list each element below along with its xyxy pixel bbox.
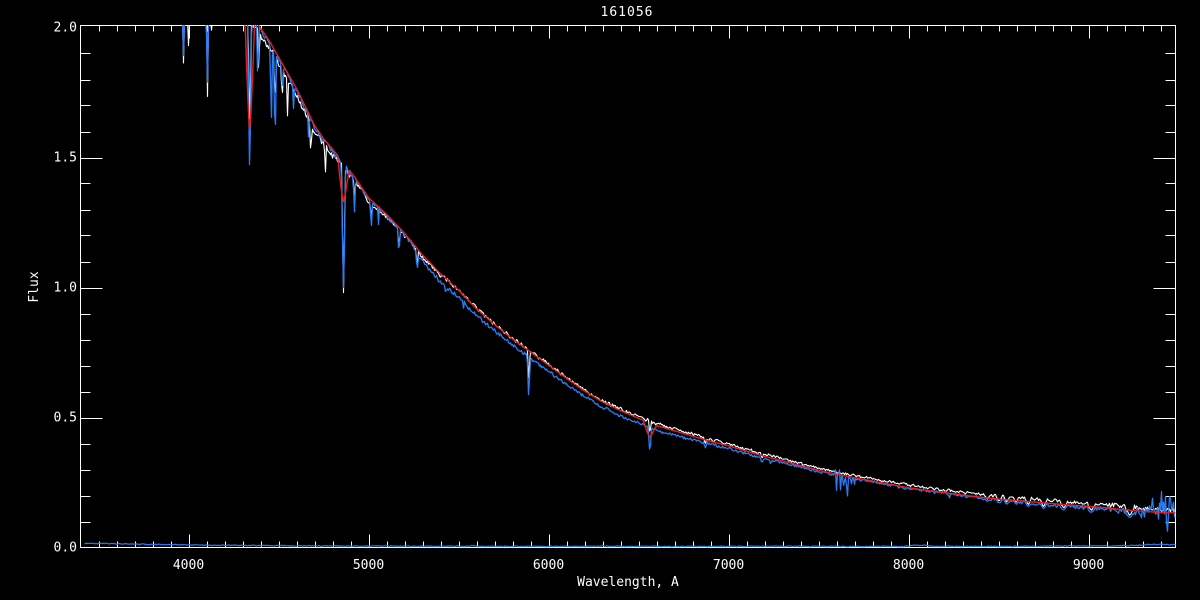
series-path-model — [244, 25, 1176, 514]
y-tick-label: 2.0 — [54, 21, 77, 36]
spectra-curves — [84, 25, 1176, 548]
tick-labels: 4000 5000 6000 7000 8000 9000 0.0 0.5 1.0 1.5 2.0 — [54, 21, 1105, 574]
y-tick-label: 1.5 — [54, 151, 77, 166]
y-axis-label: Flux — [27, 271, 42, 302]
y-tick-label: 0.5 — [54, 411, 77, 426]
y-tick-label: 1.0 — [54, 281, 77, 296]
plot-frame — [80, 25, 1176, 548]
x-tick-label: 9000 — [1073, 558, 1104, 573]
series-path-smoothed — [182, 25, 1176, 516]
x-tick-label: 7000 — [713, 558, 744, 573]
plot-title: 161056 — [601, 5, 654, 20]
y-tick-label: 0.0 — [54, 541, 77, 556]
axes-ticks — [80, 25, 1176, 548]
x-tick-label: 6000 — [533, 558, 564, 573]
x-axis-label: Wavelength, A — [577, 575, 679, 590]
x-tick-label: 4000 — [173, 558, 204, 573]
series-path-sky — [84, 542, 1176, 548]
x-tick-label: 8000 — [893, 558, 924, 573]
x-tick-label: 5000 — [353, 558, 384, 573]
